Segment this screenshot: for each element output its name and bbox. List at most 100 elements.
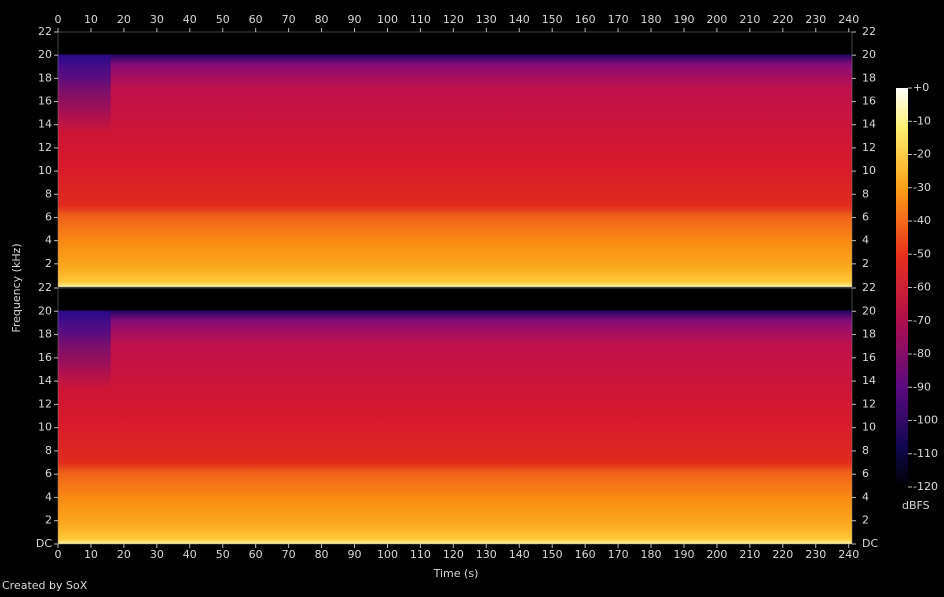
x-tick-label: 160 (575, 548, 596, 561)
y-tick-label: 22 (38, 281, 52, 294)
x-tick-label: 0 (55, 13, 62, 26)
x-tick-label: 240 (838, 13, 859, 26)
x-tick-label: 30 (150, 13, 164, 26)
x-tick-label: 230 (805, 13, 826, 26)
y-axis-label: Frequency (kHz) (10, 243, 23, 332)
x-tick-label: 110 (410, 548, 431, 561)
x-tick-label: 100 (377, 13, 398, 26)
y-tick-label: 16 (862, 95, 876, 108)
x-tick-label: 150 (542, 548, 563, 561)
x-tick-label: 140 (509, 548, 530, 561)
y-tick-label: 8 (862, 187, 869, 200)
colorbar-tick-label: -50 (913, 247, 931, 260)
colorbar-tick-label: -80 (913, 347, 931, 360)
colorbar-tick-label: +0 (913, 81, 929, 94)
spectrogram-panel (58, 288, 852, 544)
colorbar-tick-label: -110 (913, 447, 938, 460)
x-tick-label: 110 (410, 13, 431, 26)
x-tick-label: 220 (772, 548, 793, 561)
y-tick-label: 16 (38, 351, 52, 364)
y-tick-label: 20 (38, 48, 52, 61)
x-tick-label: 170 (608, 548, 629, 561)
x-tick-label: 50 (216, 13, 230, 26)
y-tick-label: 18 (38, 71, 52, 84)
y-tick-label: 22 (38, 25, 52, 38)
colorbar-tick-label: -120 (913, 480, 938, 493)
x-tick-label: 190 (673, 548, 694, 561)
y-tick-label: 8 (862, 444, 869, 457)
y-tick-label: 4 (862, 490, 869, 503)
x-tick-label: 20 (117, 13, 131, 26)
x-tick-label: 0 (55, 548, 62, 561)
y-tick-label: 2 (45, 514, 52, 527)
y-tick-label: 12 (38, 397, 52, 410)
y-tick-label: DC (36, 537, 52, 550)
x-tick-label: 10 (84, 13, 98, 26)
y-tick-label: 14 (862, 118, 876, 131)
x-tick-label: 210 (739, 548, 760, 561)
y-tick-label: 6 (862, 467, 869, 480)
y-tick-label: 12 (862, 141, 876, 154)
x-tick-label: 80 (315, 13, 329, 26)
y-tick-label: 8 (45, 444, 52, 457)
colorbar-tick-label: -20 (913, 148, 931, 161)
panel-frame (57, 31, 853, 288)
y-tick-label: 16 (38, 95, 52, 108)
x-tick-label: 60 (249, 548, 263, 561)
colorbar-tick-label: -100 (913, 414, 938, 427)
x-tick-label: 160 (575, 13, 596, 26)
y-tick-label: 18 (862, 328, 876, 341)
x-tick-label: 60 (249, 13, 263, 26)
x-tick-label: 90 (348, 13, 362, 26)
x-tick-label: 80 (315, 548, 329, 561)
colorbar (896, 88, 908, 487)
x-tick-label: 70 (282, 13, 296, 26)
x-tick-label: 50 (216, 548, 230, 561)
y-tick-label: 14 (38, 118, 52, 131)
y-tick-label: 16 (862, 351, 876, 364)
spectrogram-panel (58, 32, 852, 287)
y-tick-label: 14 (862, 374, 876, 387)
y-tick-label: 6 (45, 467, 52, 480)
y-tick-label: 22 (862, 25, 876, 38)
y-tick-label: 2 (862, 257, 869, 270)
colorbar-tick-label: -60 (913, 281, 931, 294)
quiet-region (58, 311, 111, 388)
colorbar-tick-label: -10 (913, 114, 931, 127)
y-tick-label: 4 (45, 234, 52, 247)
y-tick-label: 20 (38, 304, 52, 317)
x-axis-label: Time (s) (433, 567, 479, 580)
colorbar-tick-label: -90 (913, 380, 931, 393)
x-tick-label: 140 (509, 13, 530, 26)
y-tick-label: 8 (45, 187, 52, 200)
x-tick-label: 170 (608, 13, 629, 26)
x-tick-label: 200 (706, 13, 727, 26)
y-tick-label: 20 (862, 304, 876, 317)
y-tick-label: 10 (38, 164, 52, 177)
y-tick-label: 4 (862, 234, 869, 247)
y-tick-label: 14 (38, 374, 52, 387)
colorbar-tick-label: -40 (913, 214, 931, 227)
x-tick-label: 240 (838, 548, 859, 561)
y-tick-label: 6 (862, 210, 869, 223)
y-tick-label: 2 (45, 257, 52, 270)
x-tick-label: 180 (641, 13, 662, 26)
x-tick-label: 120 (443, 13, 464, 26)
credit: Created by SoX (2, 579, 88, 592)
x-tick-label: 130 (476, 13, 497, 26)
y-tick-label: 10 (38, 421, 52, 434)
y-tick-label: 4 (45, 490, 52, 503)
y-tick-label: 18 (38, 328, 52, 341)
y-tick-label: 22 (862, 281, 876, 294)
y-tick-label: DC (862, 537, 878, 550)
colorbar-tick-label: -70 (913, 314, 931, 327)
y-tick-label: 10 (862, 421, 876, 434)
x-tick-label: 40 (183, 13, 197, 26)
x-tick-label: 30 (150, 548, 164, 561)
x-tick-label: 10 (84, 548, 98, 561)
quiet-region (58, 54, 111, 132)
x-tick-label: 40 (183, 548, 197, 561)
y-tick-label: 20 (862, 48, 876, 61)
